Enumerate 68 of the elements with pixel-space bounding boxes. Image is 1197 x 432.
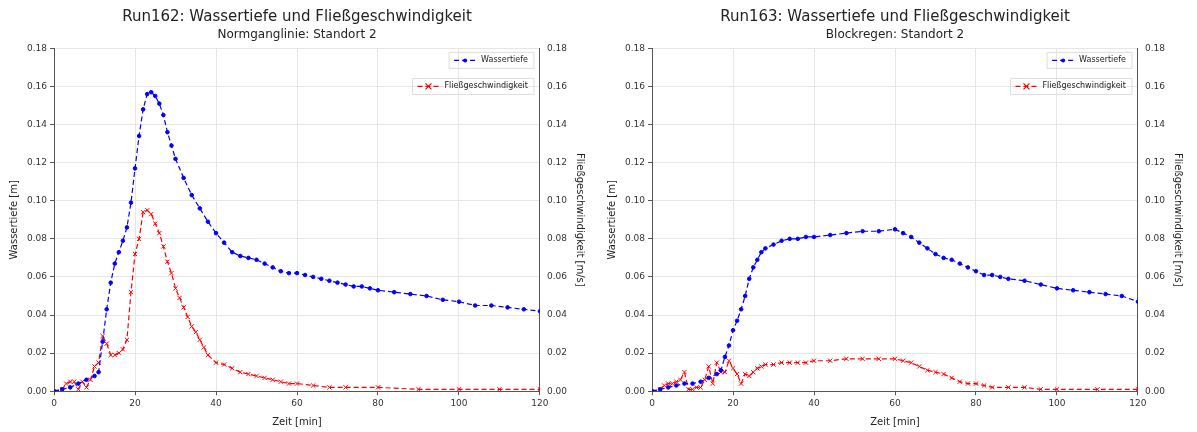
chart-title: Run163: Wassertiefe und Fließgeschwindigkeit [720,6,1070,25]
x-tick-label: 40 [210,397,223,408]
y-tick-label: 0.04 [624,309,646,320]
y2-tick-label: 0.08 [546,233,568,244]
x-tick-label: 20 [129,397,142,408]
y-tick-label: 0.12 [624,157,646,168]
x-tick-label: 40 [808,397,821,408]
x-tick-label: 120 [531,397,549,408]
x-tick-label: 0 [51,397,58,408]
x-tick-label: 0 [649,397,656,408]
y2-tick-label: 0.08 [1144,233,1166,244]
y-tick-label: 0.00 [624,385,646,396]
y2-tick-label: 0.18 [546,42,568,53]
x-axis-title: Zeit [min] [272,415,322,427]
y-axis-title: Wassertiefe [m] [7,180,19,260]
y2-tick-label: 0.04 [1144,309,1166,320]
legend-label: Wassertiefe [481,55,529,65]
y-tick-label: 0.04 [26,309,48,320]
y-tick-label: 0.16 [624,80,646,91]
y-tick-label: 0.12 [26,157,48,168]
x-tick-label: 20 [727,397,740,408]
y-tick-label: 0.18 [624,42,646,53]
y2-tick-label: 0.00 [1144,385,1166,396]
y2-tick-label: 0.06 [546,271,568,282]
y-tick-label: 0.00 [26,385,48,396]
legend-label: Fließgeschwindigkeit [1042,81,1126,91]
chart-subtitle: Normganglinie: Standort 2 [217,27,377,42]
x-tick-label: 80 [970,397,982,408]
y-tick-label: 0.02 [624,347,646,358]
y2-tick-label: 0.18 [1144,42,1166,53]
chart-subtitle: Blockregen: Standort 2 [825,27,965,42]
chart-title: Run162: Wassertiefe und Fließgeschwindigkeit [122,6,472,25]
y-tick-label: 0.10 [26,195,48,206]
y2-tick-label: 0.14 [546,118,568,129]
x-axis-title: Zeit [min] [870,415,920,427]
y-tick-label: 0.02 [26,347,48,358]
y2-tick-label: 0.02 [546,347,568,358]
y-tick-label: 0.06 [624,271,646,282]
y-tick-label: 0.14 [26,118,48,129]
x-tick-label: 100 [1048,397,1066,408]
y2-tick-label: 0.12 [546,157,568,168]
x-tick-label: 60 [291,397,303,408]
y-tick-label: 0.16 [26,80,48,91]
y2-tick-label: 0.16 [1144,80,1166,91]
y2-tick-label: 0.06 [1144,271,1166,282]
y-tick-label: 0.08 [624,233,646,244]
y-axis-title: Wassertiefe [m] [605,180,617,260]
x-tick-label: 60 [889,397,901,408]
y2-axis-title: Fließgeschwindigkeit [m/s] [575,152,587,287]
y-tick-label: 0.18 [26,42,48,53]
y2-tick-label: 0.14 [1144,118,1166,129]
y2-tick-label: 0.04 [546,309,568,320]
y2-tick-label: 0.12 [1144,157,1166,168]
y2-tick-label: 0.10 [1144,195,1166,206]
y-tick-label: 0.06 [26,271,48,282]
y-tick-label: 0.10 [624,195,646,206]
x-tick-label: 80 [372,397,384,408]
y-tick-label: 0.08 [26,233,48,244]
x-tick-label: 120 [1129,397,1147,408]
legend-label: Wassertiefe [1079,55,1127,65]
x-tick-label: 100 [450,397,468,408]
y2-tick-label: 0.00 [546,385,568,396]
y2-tick-label: 0.16 [546,80,568,91]
y2-tick-label: 0.02 [1144,347,1166,358]
y-tick-label: 0.14 [624,118,646,129]
y2-tick-label: 0.10 [546,195,568,206]
legend-label: Fließgeschwindigkeit [444,81,528,91]
y2-axis-title: Fließgeschwindigkeit [m/s] [1173,152,1185,287]
